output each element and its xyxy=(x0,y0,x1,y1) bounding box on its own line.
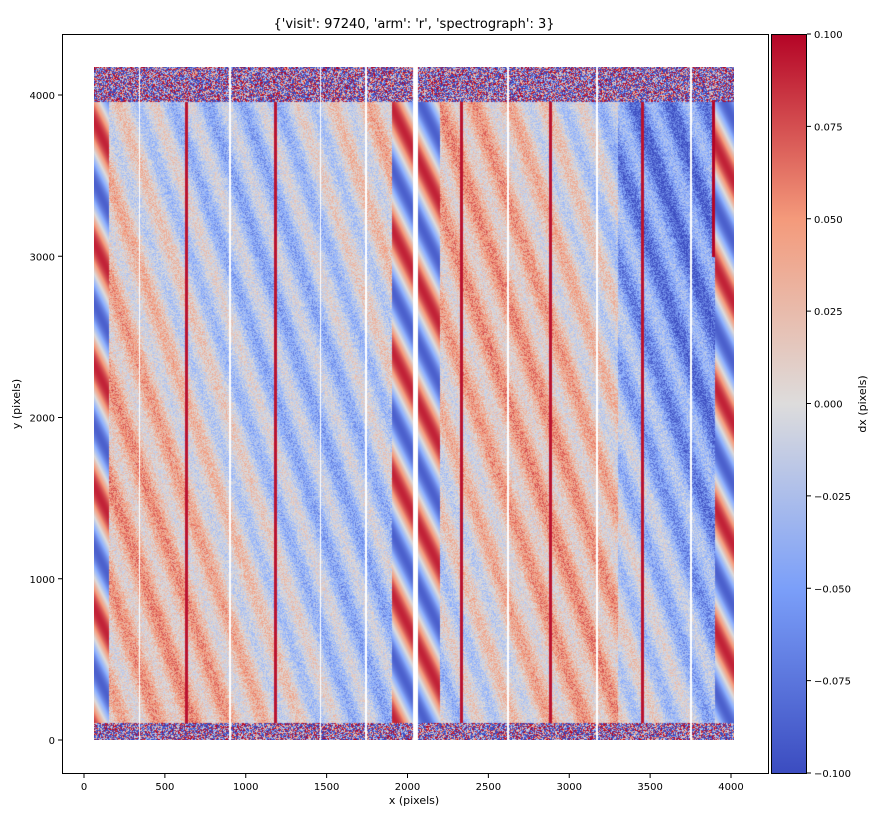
x-tick-label: 3500 xyxy=(637,782,662,793)
x-tick-label: 1000 xyxy=(233,782,258,793)
y-tick-label: 3000 xyxy=(30,252,55,263)
x-tick-label: 3000 xyxy=(557,782,582,793)
colorbar-tick-label: 0.050 xyxy=(814,215,843,226)
colorbar-tick-label: −0.100 xyxy=(814,769,851,780)
plot-frame xyxy=(63,35,769,774)
colorbar-tick-label: 0.075 xyxy=(814,122,843,133)
y-axis-label: y (pixels) xyxy=(10,379,23,429)
y-tick-label: 0 xyxy=(49,736,55,747)
x-tick-label: 2000 xyxy=(395,782,420,793)
x-axis-label: x (pixels) xyxy=(389,794,439,807)
y-axis: 0 1000 2000 3000 4000 xyxy=(30,91,62,747)
colorbar xyxy=(772,35,807,774)
colorbar-tick-label: 0.025 xyxy=(814,307,843,318)
y-tick-label: 2000 xyxy=(30,414,55,425)
colorbar-tick-label: 0.100 xyxy=(814,30,843,41)
x-tick-label: 0 xyxy=(81,782,87,793)
x-tick-label: 500 xyxy=(155,782,174,793)
colorbar-tick-label: −0.075 xyxy=(814,677,851,688)
colorbar-label: dx (pixels) xyxy=(856,375,869,432)
x-axis: 0 500 1000 1500 2000 2500 3000 3500 4000 xyxy=(81,774,744,793)
y-tick-label: 1000 xyxy=(30,575,55,586)
colorbar-tick-label: −0.050 xyxy=(814,584,851,595)
y-tick-label: 4000 xyxy=(30,91,55,102)
chart: {'visit': 97240, 'arm': 'r', 'spectrogra… xyxy=(0,0,880,816)
colorbar-tick-label: −0.025 xyxy=(814,492,851,503)
x-tick-label: 4000 xyxy=(718,782,743,793)
colorbar-tick-label: 0.000 xyxy=(814,400,843,411)
x-tick-label: 1500 xyxy=(314,782,339,793)
chart-title: {'visit': 97240, 'arm': 'r', 'spectrogra… xyxy=(273,17,554,32)
colorbar-axis: 0.100 0.075 0.050 0.025 0.000 −0.025 −0.050 −0.… xyxy=(807,30,851,780)
x-tick-label: 2500 xyxy=(476,782,501,793)
